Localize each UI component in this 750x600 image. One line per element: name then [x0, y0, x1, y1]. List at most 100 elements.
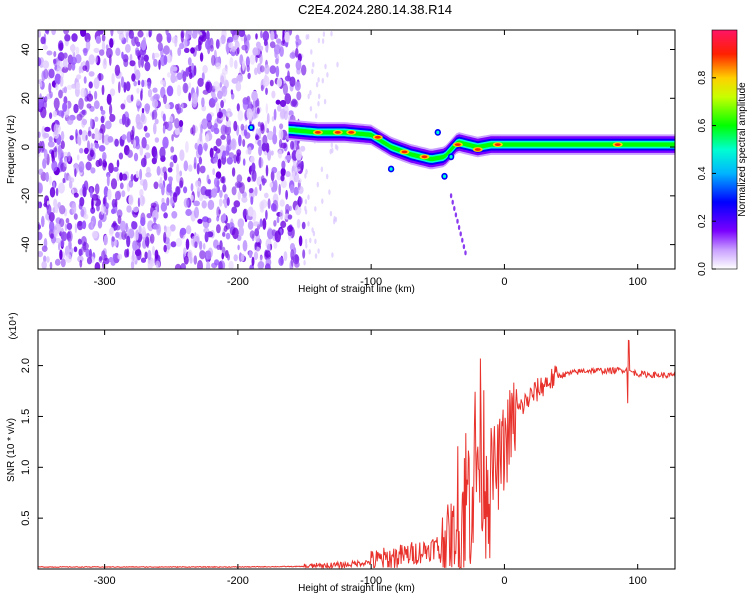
noise-blob: [121, 190, 126, 198]
noise-blob: [141, 108, 145, 114]
noise-blob: [183, 198, 190, 208]
noise-blob: [158, 183, 163, 189]
noise-blob: [257, 261, 264, 269]
noise-blob: [221, 67, 228, 75]
noise-blob: [290, 256, 294, 267]
noise-blob: [169, 115, 174, 123]
noise-blob: [53, 97, 60, 110]
noise-blob: [259, 45, 264, 51]
noise-blob: [280, 174, 285, 182]
noise-blob: [146, 166, 151, 175]
noise-blob: [315, 81, 319, 88]
noise-blob: [116, 209, 123, 218]
noise-blob: [227, 253, 230, 261]
noise-blob: [179, 227, 187, 236]
noise-blob: [294, 261, 300, 268]
noise-blob: [84, 147, 89, 154]
noise-blob: [145, 172, 152, 178]
noise-blob: [172, 192, 178, 203]
noise-blob: [185, 225, 192, 235]
noise-blob: [126, 205, 132, 213]
noise-blob: [163, 94, 167, 105]
noise-blob: [174, 118, 180, 129]
noise-blob: [156, 165, 161, 176]
noise-blob: [135, 229, 139, 241]
noise-blob: [90, 167, 96, 174]
noise-blob: [179, 149, 185, 161]
noise-blob: [209, 37, 214, 49]
noise-blob: [191, 30, 198, 39]
noise-blob: [75, 46, 80, 55]
noise-blob: [55, 83, 59, 91]
noise-blob: [96, 204, 100, 212]
noise-blob: [150, 202, 157, 208]
noise-blob: [220, 134, 226, 140]
noise-blob: [118, 32, 125, 41]
noise-blob: [53, 123, 58, 136]
noise-blob: [222, 213, 227, 222]
noise-blob: [279, 199, 285, 207]
noise-blob: [228, 222, 235, 230]
noise-blob: [83, 48, 88, 56]
noise-blob: [218, 198, 223, 207]
noise-blob: [55, 187, 59, 197]
noise-blob: [174, 127, 180, 136]
noise-blob: [128, 30, 134, 39]
noise-blob: [101, 132, 105, 144]
noise-blob: [233, 120, 238, 132]
noise-blob: [118, 81, 121, 94]
noise-blob: [108, 162, 114, 174]
noise-blob: [304, 205, 307, 212]
snr-plot: -300 -200 -100 0 100 0.5 1.0 1.5 2.0 Height of st…: [6, 312, 676, 594]
noise-blob: [206, 261, 211, 269]
noise-blob: [109, 103, 113, 116]
noise-blob: [108, 256, 114, 263]
noise-blob: [38, 182, 43, 194]
noise-blob: [137, 30, 144, 38]
noise-blob: [91, 220, 94, 229]
noise-blob: [123, 58, 129, 68]
spectrogram-data: [38, 30, 675, 269]
noise-blob: [38, 30, 41, 38]
noise-blob: [317, 77, 320, 83]
noise-blob: [126, 235, 131, 248]
noise-blob: [336, 145, 339, 151]
noise-blob: [303, 259, 306, 266]
noise-blob: [196, 180, 202, 192]
noise-blob: [323, 98, 327, 105]
colorbar-gradient: [711, 29, 738, 270]
noise-blob: [102, 58, 108, 70]
noise-blob: [172, 154, 178, 164]
noise-blob: [215, 171, 222, 179]
noise-blob: [201, 118, 208, 130]
noise-blob: [238, 226, 244, 237]
noise-blob: [59, 249, 63, 261]
noise-blob: [102, 197, 106, 205]
noise-blob: [336, 61, 339, 68]
noise-blob: [292, 171, 296, 177]
noise-blob: [293, 186, 299, 196]
noise-blob: [130, 134, 135, 145]
noise-blob: [116, 172, 120, 182]
noise-blob: [97, 30, 104, 35]
noise-blob: [98, 72, 102, 82]
noise-blob: [194, 241, 198, 249]
noise-blob: [154, 249, 159, 260]
noise-blob: [270, 170, 275, 182]
noise-blob: [169, 224, 176, 232]
noise-blob: [42, 45, 48, 50]
noise-blob: [141, 79, 145, 88]
noise-blob: [300, 145, 306, 152]
x-axis-label: Height of straight line (km): [298, 284, 415, 295]
noise-blob: [251, 90, 258, 102]
noise-blob: [38, 57, 42, 67]
streak-point: [459, 231, 462, 237]
noise-blob: [260, 199, 268, 209]
noise-blob: [234, 181, 242, 189]
noise-blob: [276, 170, 282, 181]
noise-blob: [273, 220, 277, 227]
noise-blob: [228, 42, 234, 49]
noise-blob: [149, 233, 155, 244]
noise-blob: [312, 230, 316, 237]
noise-blob: [114, 190, 121, 201]
